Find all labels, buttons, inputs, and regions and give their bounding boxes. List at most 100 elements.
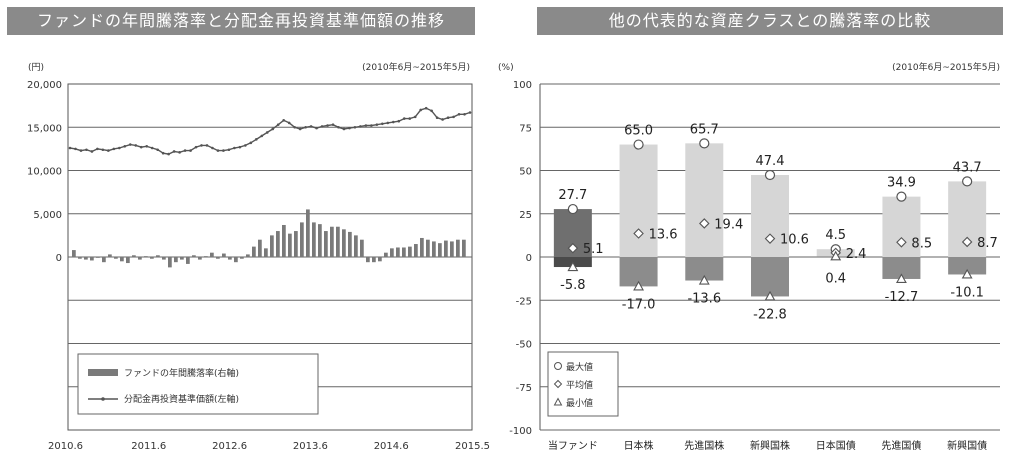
return-bar: [456, 239, 460, 257]
nav-point: [85, 148, 88, 152]
return-bar: [168, 257, 172, 268]
nav-point: [145, 144, 149, 148]
return-bar: [102, 257, 106, 263]
nav-point: [326, 124, 329, 127]
return-bar: [216, 257, 220, 259]
y-tick-label: 15,000: [27, 123, 62, 134]
return-bar: [228, 257, 232, 260]
nav-point: [107, 149, 110, 152]
x-tick-label: 2011.6: [131, 441, 166, 452]
return-bar: [96, 257, 100, 258]
mean-marker: [633, 228, 644, 239]
nav-point: [430, 109, 433, 113]
x-tick-label: 2015.5: [455, 441, 490, 452]
range-bar-negative: [948, 257, 987, 275]
nav-point: [205, 144, 209, 147]
return-bar: [408, 246, 412, 257]
return-bar: [402, 247, 406, 257]
nav-point: [227, 148, 231, 152]
return-bar: [300, 222, 304, 257]
return-bar: [264, 248, 268, 257]
nav-point: [118, 146, 121, 150]
nav-point: [315, 126, 318, 130]
return-bar: [336, 226, 340, 257]
nav-point: [189, 149, 192, 152]
return-bar: [222, 253, 226, 257]
nav-point: [128, 143, 132, 146]
nav-point: [468, 111, 472, 114]
y-tick-label: 50: [519, 167, 532, 178]
max-value-label: 4.5: [825, 228, 846, 243]
y-tick-label: 0: [526, 253, 532, 264]
return-bar: [348, 231, 352, 257]
legend-line-label: 分配金再投資基準価額(左軸): [124, 393, 239, 405]
category-label: 先進国株: [684, 439, 724, 452]
nav-point: [178, 151, 181, 154]
min-value-label: -17.0: [622, 297, 656, 312]
nav-point: [211, 146, 214, 150]
nav-point: [134, 144, 138, 147]
min-value-label: -12.7: [885, 290, 919, 305]
legend-box: [77, 353, 319, 415]
return-bar: [306, 209, 310, 257]
return-bar: [318, 224, 322, 257]
return-bar: [390, 248, 394, 257]
mean-marker: [699, 218, 710, 229]
return-bar: [138, 257, 142, 260]
mean-value-label: 8.7: [977, 236, 998, 251]
return-bar: [450, 241, 454, 257]
y-unit-label: (%): [498, 63, 514, 73]
y-tick-label: -100: [509, 426, 532, 437]
nav-point: [238, 145, 242, 149]
nav-point: [370, 124, 373, 127]
period-label: (2010年6月~2015年5月): [362, 61, 470, 73]
nav-point: [194, 145, 198, 149]
range-bar-negative: [882, 257, 921, 279]
nav-point: [271, 127, 275, 131]
return-bar: [342, 229, 346, 257]
nav-point: [249, 141, 253, 145]
max-value-label: 34.9: [887, 176, 916, 191]
return-bar: [234, 257, 238, 263]
nav-point: [331, 123, 335, 126]
return-bar: [162, 257, 166, 260]
legend-min-label: 最小値: [566, 397, 593, 409]
return-bar: [144, 256, 148, 257]
return-bar: [270, 235, 274, 257]
nav-point: [255, 138, 258, 141]
y-tick-label: 25: [519, 210, 532, 221]
max-marker: [764, 169, 776, 181]
nav-point: [74, 147, 77, 151]
period-label: (2010年6月~2015年5月): [892, 61, 1000, 73]
return-bar: [282, 224, 286, 257]
max-marker: [962, 176, 973, 187]
min-marker: [895, 273, 907, 284]
legend-mean-label: 平均値: [566, 379, 593, 391]
return-bar: [438, 243, 442, 257]
y-tick-label: -50: [516, 340, 532, 351]
nav-point: [408, 117, 412, 120]
return-bar: [360, 239, 364, 257]
legend-min-marker: [553, 397, 563, 406]
return-bar: [108, 254, 112, 257]
max-value-label: 47.4: [756, 154, 785, 169]
range-bar-positive: [685, 143, 724, 257]
nav-point: [161, 151, 165, 155]
min-marker: [764, 290, 776, 301]
return-bar: [186, 257, 190, 264]
max-value-label: 43.7: [953, 160, 982, 175]
nav-point: [391, 120, 395, 124]
category-label: 当ファンド: [548, 439, 598, 452]
y-tick-label: 0: [56, 253, 62, 264]
nav-point: [156, 148, 159, 152]
nav-point: [276, 123, 280, 126]
category-label: 新興国債: [947, 439, 987, 452]
mean-value-label: 19.4: [714, 217, 743, 232]
nav-point: [150, 146, 154, 150]
nav-point: [397, 119, 401, 123]
nav-point: [216, 149, 220, 152]
return-bar: [324, 231, 328, 257]
legend-bar-swatch: [88, 369, 118, 376]
